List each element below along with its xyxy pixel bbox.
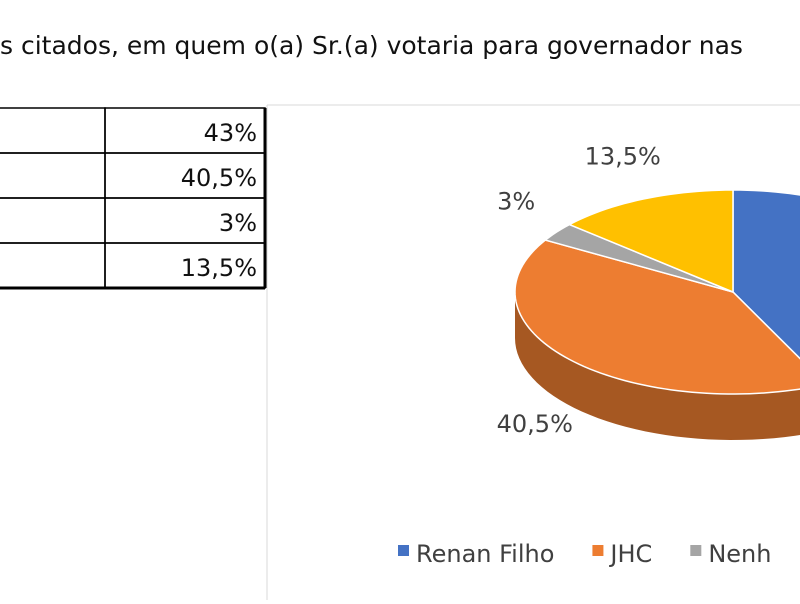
slice [543,223,734,293]
pie-chart: 40,5% 3% 13,5% [497,142,800,440]
data-label: 40,5% [497,410,573,438]
slice-side [515,292,800,440]
table-cell [0,107,106,154]
cell-text: 43% [204,119,257,147]
legend-label: JHC [608,540,652,568]
slice [567,189,734,294]
slice [514,239,800,395]
legend: Renan Filho JHC Nenh [398,540,771,568]
legend-swatch [398,545,409,556]
cell-text: 40,5% [181,164,257,192]
legend-label: Nenh [708,540,771,568]
table: 43% 40,5% 3% 13,5% [0,107,267,290]
cell-text: 13,5% [181,254,257,282]
table-cell [0,242,106,289]
sheet-title: s citados, em quem o(a) Sr.(a) votaria p… [0,31,743,60]
legend-swatch [592,545,604,556]
legend-swatch [690,545,702,556]
table-cell [0,197,106,244]
cell-text: 3% [219,209,257,237]
table-cell [0,152,106,199]
data-label: 13,5% [585,142,661,170]
data-label: 3% [497,188,535,216]
legend-label: Renan Filho [416,540,554,568]
slice [732,189,800,360]
